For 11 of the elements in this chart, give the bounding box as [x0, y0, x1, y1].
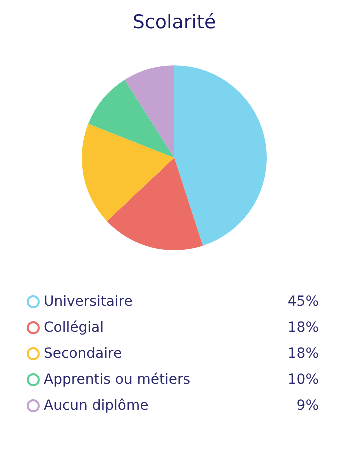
data-label: 9% [296, 398, 319, 414]
data-label: 18% [288, 346, 319, 362]
chart-title: Scolarité [132, 12, 216, 34]
legend-label: Secondaire [44, 346, 122, 362]
legend-label: Collégial [44, 320, 104, 336]
legend-label: Apprentis ou métiers [44, 372, 191, 388]
data-label: 45% [288, 294, 319, 310]
legend-label: Universitaire [44, 294, 133, 310]
legend-label: Aucun diplôme [44, 398, 149, 414]
data-label: 10% [288, 372, 319, 388]
data-label: 18% [288, 320, 319, 336]
